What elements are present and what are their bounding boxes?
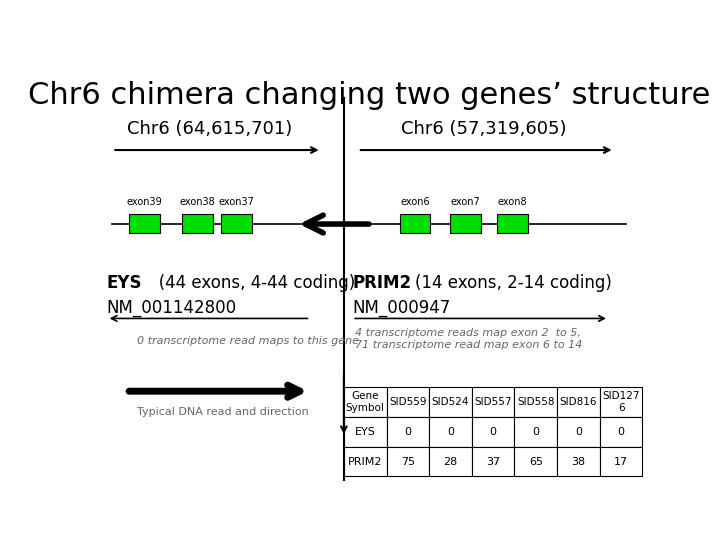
Text: exon37: exon37: [219, 197, 254, 207]
Text: NM_000947: NM_000947: [352, 299, 451, 317]
Text: EYS: EYS: [107, 274, 143, 292]
Text: exon7: exon7: [451, 197, 480, 207]
Bar: [221, 214, 252, 233]
Text: exon39: exon39: [127, 197, 162, 207]
Text: Typical DNA read and direction: Typical DNA read and direction: [138, 407, 309, 417]
Bar: [129, 214, 160, 233]
Text: Chr6 chimera changing two genes’ structure: Chr6 chimera changing two genes’ structu…: [28, 82, 710, 111]
Bar: [400, 214, 431, 233]
Text: Chr6 (64,615,701): Chr6 (64,615,701): [127, 120, 292, 138]
Text: PRIM2: PRIM2: [352, 274, 411, 292]
Text: exon6: exon6: [400, 197, 430, 207]
Text: 0 transcriptome read maps to this gene: 0 transcriptome read maps to this gene: [138, 336, 359, 346]
Text: 4 transcriptome reads map exon 2  to 5,
71 transcriptome read map exon 6 to 14: 4 transcriptome reads map exon 2 to 5, 7…: [355, 328, 582, 350]
Text: exon38: exon38: [179, 197, 215, 207]
Bar: [450, 214, 481, 233]
Text: NM_001142800: NM_001142800: [107, 299, 237, 317]
Text: exon8: exon8: [498, 197, 528, 207]
Text: (14 exons, 2-14 coding): (14 exons, 2-14 coding): [394, 274, 612, 292]
Bar: [498, 214, 528, 233]
Bar: [182, 214, 213, 233]
Text: (44 exons, 4-44 coding): (44 exons, 4-44 coding): [143, 274, 355, 292]
Text: Chr6 (57,319,605): Chr6 (57,319,605): [400, 120, 566, 138]
